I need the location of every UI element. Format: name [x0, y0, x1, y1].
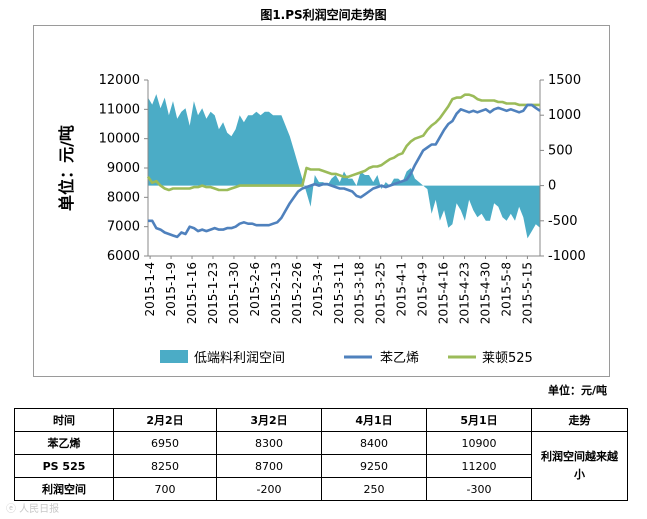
header-feb2: 2月2日	[113, 408, 217, 432]
header-mar2: 3月2日	[216, 408, 322, 432]
x-tick-label: 2015-3-11	[332, 262, 346, 324]
x-tick-label: 2015-1-4	[143, 262, 157, 316]
y-left-tick-label: 9000	[107, 161, 140, 176]
x-tick-label: 2015-5-15	[520, 262, 534, 324]
header-apr1: 4月1日	[321, 408, 427, 432]
table-cell: 700	[113, 477, 217, 501]
header-trend: 走势	[531, 408, 628, 432]
table-cell: 8250	[113, 454, 217, 478]
y-right-tick-label: 0	[548, 179, 556, 194]
x-tick-label: 2015-3-18	[353, 262, 367, 324]
header-time: 时间	[14, 408, 114, 432]
y-left-tick-label: 11000	[99, 102, 140, 117]
y-left-tick-label: 12000	[99, 73, 140, 88]
table-row-profit: 利润空间 700 -200 250 -300	[14, 477, 628, 501]
row-label: PS 525	[14, 454, 114, 478]
x-tick-label: 2015-5-8	[499, 262, 513, 316]
table-cell: 9250	[321, 454, 427, 478]
x-tick-label: 2015-1-23	[206, 262, 220, 324]
series-line-styrene	[148, 103, 541, 239]
series-line-ps525	[146, 93, 540, 192]
table-cell: -300	[426, 477, 532, 501]
y-axis-label: 单位：元/吨	[57, 125, 76, 211]
x-tick-label: 2015-2-6	[248, 262, 262, 316]
watermark: ⓔ 人民日报	[6, 504, 60, 515]
header-may1: 5月1日	[426, 408, 532, 432]
table-cell: 8700	[216, 454, 322, 478]
y-left-tick-label: 10000	[99, 132, 140, 147]
row-label: 苯乙烯	[14, 431, 114, 455]
table-row-ps525: PS 525 8250 8700 9250 11200	[14, 454, 628, 478]
table-header-row: 时间 2月2日 3月2日 4月1日 5月1日 走势	[14, 408, 628, 432]
y-right-tick-label: 1000	[548, 108, 581, 123]
y-left-tick-label: 7000	[107, 220, 140, 235]
row-label: 利润空间	[14, 477, 114, 501]
x-tick-label: 2015-4-1	[395, 262, 409, 316]
x-tick-label: 2015-4-30	[478, 262, 492, 324]
y-right-tick-label: 1500	[548, 73, 581, 88]
x-tick-label: 2015-1-30	[227, 262, 241, 324]
x-tick-label: 2015-4-16	[437, 262, 451, 324]
legend-label-ps525: 莱顿525	[482, 351, 533, 366]
x-tick-label: 2015-1-16	[185, 262, 199, 324]
y-right-tick-label: 500	[548, 143, 573, 158]
chart-title: 图1.PS利润空间走势图	[260, 8, 387, 22]
x-tick-label: 2015-4-23	[458, 262, 472, 324]
x-tick-label: 2015-1-9	[164, 262, 178, 316]
table-cell: 8400	[321, 431, 427, 455]
x-tick-label: 2015-3-25	[374, 262, 388, 324]
table-cell: 8300	[216, 431, 322, 455]
y-right-tick-label: -1000	[548, 249, 586, 264]
legend-swatch-profit	[160, 350, 188, 363]
series-area-profit	[148, 94, 540, 239]
table-cell: 6950	[113, 431, 217, 455]
y-left-tick-label: 6000	[107, 249, 140, 264]
profit-trend-chart: 6000700080009000100001100012000-1000-500…	[57, 73, 586, 366]
unit-note: 单位：元/吨	[548, 384, 608, 397]
x-tick-label: 2015-4-9	[416, 262, 430, 316]
table-cell: 250	[321, 477, 427, 501]
x-tick-label: 2015-3-4	[311, 262, 325, 316]
table-cell: -200	[216, 477, 322, 501]
trend-text: 利润空间越来越小	[541, 450, 618, 481]
trend-cell: 利润空间越来越小	[531, 431, 628, 501]
table-cell: 10900	[426, 431, 532, 455]
table-row-styrene: 苯乙烯 6950 8300 8400 10900 利润空间越来越小	[14, 431, 628, 501]
y-right-tick-label: -500	[548, 214, 578, 229]
summary-table: 时间 2月2日 3月2日 4月1日 5月1日 走势 苯乙烯 6950 8300 …	[14, 408, 628, 501]
y-left-tick-label: 8000	[107, 190, 140, 205]
x-tick-label: 2015-2-13	[269, 262, 283, 324]
table-cell: 11200	[426, 454, 532, 478]
x-tick-label: 2015-2-26	[290, 262, 304, 324]
legend-label-styrene: 苯乙烯	[380, 351, 419, 366]
legend-label-profit: 低端料利润空间	[194, 351, 285, 366]
